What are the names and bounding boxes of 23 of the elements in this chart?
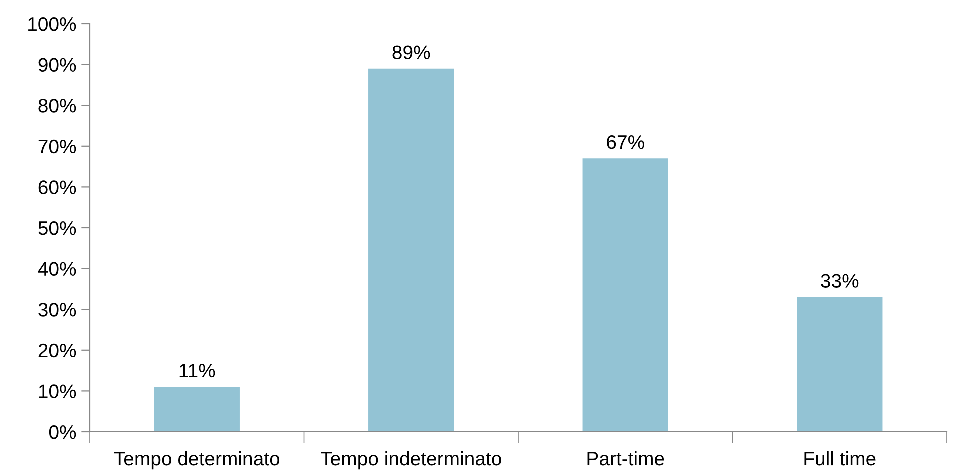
bar <box>797 297 883 432</box>
y-tick-label: 0% <box>49 425 76 440</box>
x-tick-label: Full time <box>804 451 876 466</box>
y-tick-label: 10% <box>39 384 76 398</box>
data-label: 67% <box>607 135 644 150</box>
y-tick-label: 20% <box>38 344 76 358</box>
bar <box>154 387 240 432</box>
y-tick-label: 70% <box>38 140 76 154</box>
bar <box>582 158 668 432</box>
bar <box>368 68 454 432</box>
y-tick-label: 80% <box>38 99 76 113</box>
y-tick-label: 50% <box>38 221 76 236</box>
x-tick-label: Tempo indeterminato <box>321 451 502 470</box>
y-tick-label: 90% <box>38 58 76 72</box>
y-tick-label: 60% <box>38 180 76 194</box>
x-tick-label: Tempo determinato <box>114 451 280 470</box>
data-label: 89% <box>392 46 430 60</box>
x-tick-label: Part-time <box>588 451 664 466</box>
data-label: 11% <box>180 364 216 378</box>
y-tick-label: 30% <box>38 303 76 317</box>
y-tick-label: 40% <box>38 262 76 276</box>
data-label: 33% <box>821 274 859 288</box>
y-tick-label: 100% <box>28 17 76 32</box>
